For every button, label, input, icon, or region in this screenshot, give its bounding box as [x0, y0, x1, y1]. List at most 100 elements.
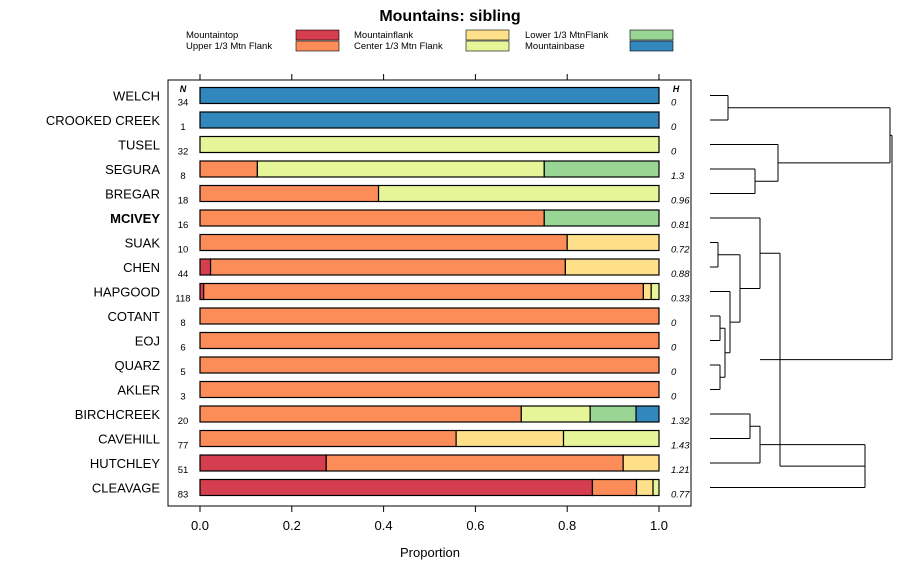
h-value: 0 — [671, 122, 677, 133]
bar-row: MCIVEY 16 0.81 — [110, 209, 690, 231]
bar-segment — [562, 429, 660, 448]
bar-row: BREGAR 18 0.96 — [105, 184, 690, 207]
bar-segment — [256, 160, 545, 178]
bar-row: WELCH 34 0 — [113, 86, 677, 109]
bar-row: AKLER 3 0 — [117, 380, 677, 403]
x-axis: 0.0 0.2 0.4 0.6 0.8 1.0 — [191, 74, 668, 533]
bar-segment — [199, 307, 660, 325]
bar-row: BIRCHCREEK 20 1.32 — [75, 405, 690, 427]
n-value: 3 — [180, 392, 185, 403]
bar-segment — [199, 405, 522, 423]
bar-row: TUSEL 32 0 — [118, 135, 677, 158]
row-label: BIRCHCREEK — [75, 407, 161, 422]
bar-segment — [325, 454, 624, 472]
row-label: QUARZ — [115, 358, 161, 373]
n-value: 118 — [175, 294, 190, 305]
h-value: 0.81 — [671, 220, 690, 231]
legend-label: Mountainflank — [354, 30, 413, 41]
h-value: 1.3 — [671, 171, 685, 182]
bar-segment — [564, 258, 660, 276]
bar-segment — [203, 282, 644, 301]
bar-row: CAVEHILL 77 1.43 — [98, 429, 690, 452]
row-label: CAVEHILL — [98, 432, 160, 447]
n-value: 51 — [178, 465, 189, 476]
bar-segment — [199, 380, 660, 399]
n-value: 5 — [180, 367, 185, 378]
bar-row: EOJ 6 0 — [135, 331, 677, 354]
bar-segment — [199, 209, 545, 227]
bar-segment — [635, 478, 654, 497]
bar-segment — [209, 258, 566, 276]
bar-segment — [199, 454, 327, 472]
bar-row: HUTCHLEY 51 1.21 — [90, 454, 690, 476]
n-value: 16 — [178, 220, 189, 231]
dendrogram — [710, 95, 893, 488]
plot-frame — [167, 79, 692, 507]
x-tick-label: 0.8 — [558, 518, 576, 533]
row-label: AKLER — [117, 383, 160, 398]
bar-segment — [622, 454, 660, 472]
n-value: 10 — [178, 245, 189, 256]
h-value: 0 — [671, 392, 677, 403]
legend-swatch — [295, 29, 340, 41]
row-label: COTANT — [108, 309, 161, 324]
row-label: TUSEL — [118, 138, 160, 153]
legend-swatch — [465, 40, 510, 52]
n-value: 1 — [180, 122, 185, 133]
bar-row: COTANT 8 0 — [108, 307, 677, 329]
n-value: 6 — [180, 343, 185, 354]
bar-segment — [589, 405, 637, 423]
x-tick-label: 0.6 — [466, 518, 484, 533]
h-value: 0 — [671, 98, 677, 109]
bar-row: SUAK 10 0.72 — [125, 233, 690, 256]
bar-segment — [199, 135, 660, 154]
row-label: MCIVEY — [110, 211, 160, 226]
bar-segment — [635, 405, 660, 423]
x-tick-label: 0.0 — [191, 518, 209, 533]
row-label: EOJ — [135, 334, 160, 349]
n-value: 18 — [178, 196, 189, 207]
chart-title: Mountains: sibling — [379, 8, 520, 25]
n-value: 77 — [178, 441, 189, 452]
bar-row: QUARZ 5 0 — [115, 356, 677, 378]
row-label: WELCH — [113, 89, 160, 104]
x-axis-title: Proportion — [400, 545, 460, 560]
bar-segment — [199, 356, 660, 374]
bar-segment — [543, 209, 660, 227]
h-value: 0 — [671, 147, 677, 158]
bar-segment — [199, 478, 594, 497]
h-value: 0 — [671, 367, 677, 378]
n-value: 34 — [178, 98, 189, 109]
bar-segment — [199, 86, 660, 105]
bar-segment — [520, 405, 591, 423]
bar-segment — [543, 160, 660, 178]
bar-row: CLEAVAGE 83 0.77 — [92, 478, 690, 501]
bar-segment — [642, 282, 652, 301]
bar-segment — [199, 184, 380, 203]
row-label: SUAK — [125, 236, 161, 251]
h-value: 0.33 — [671, 294, 690, 305]
n-column-header: N — [180, 84, 187, 94]
legend-label: Lower 1/3 MtnFlank — [525, 30, 609, 41]
h-value: 1.43 — [671, 441, 690, 452]
h-column-header: H — [673, 84, 680, 94]
bar-segment — [199, 233, 568, 252]
h-value: 0 — [671, 343, 677, 354]
row-label: BREGAR — [105, 187, 160, 202]
bar-segment — [377, 184, 660, 203]
bar-segment — [455, 429, 565, 448]
row-label: HUTCHLEY — [90, 456, 160, 471]
n-value: 44 — [178, 269, 189, 280]
bar-segment — [199, 258, 212, 276]
n-value: 8 — [180, 318, 185, 329]
h-value: 0.88 — [671, 269, 690, 280]
h-value: 1.21 — [671, 465, 690, 476]
row-label: CLEAVAGE — [92, 481, 160, 496]
n-value: 32 — [178, 147, 189, 158]
bar-segment — [650, 282, 660, 301]
bar-segment — [199, 429, 457, 448]
n-value: 20 — [178, 416, 189, 427]
